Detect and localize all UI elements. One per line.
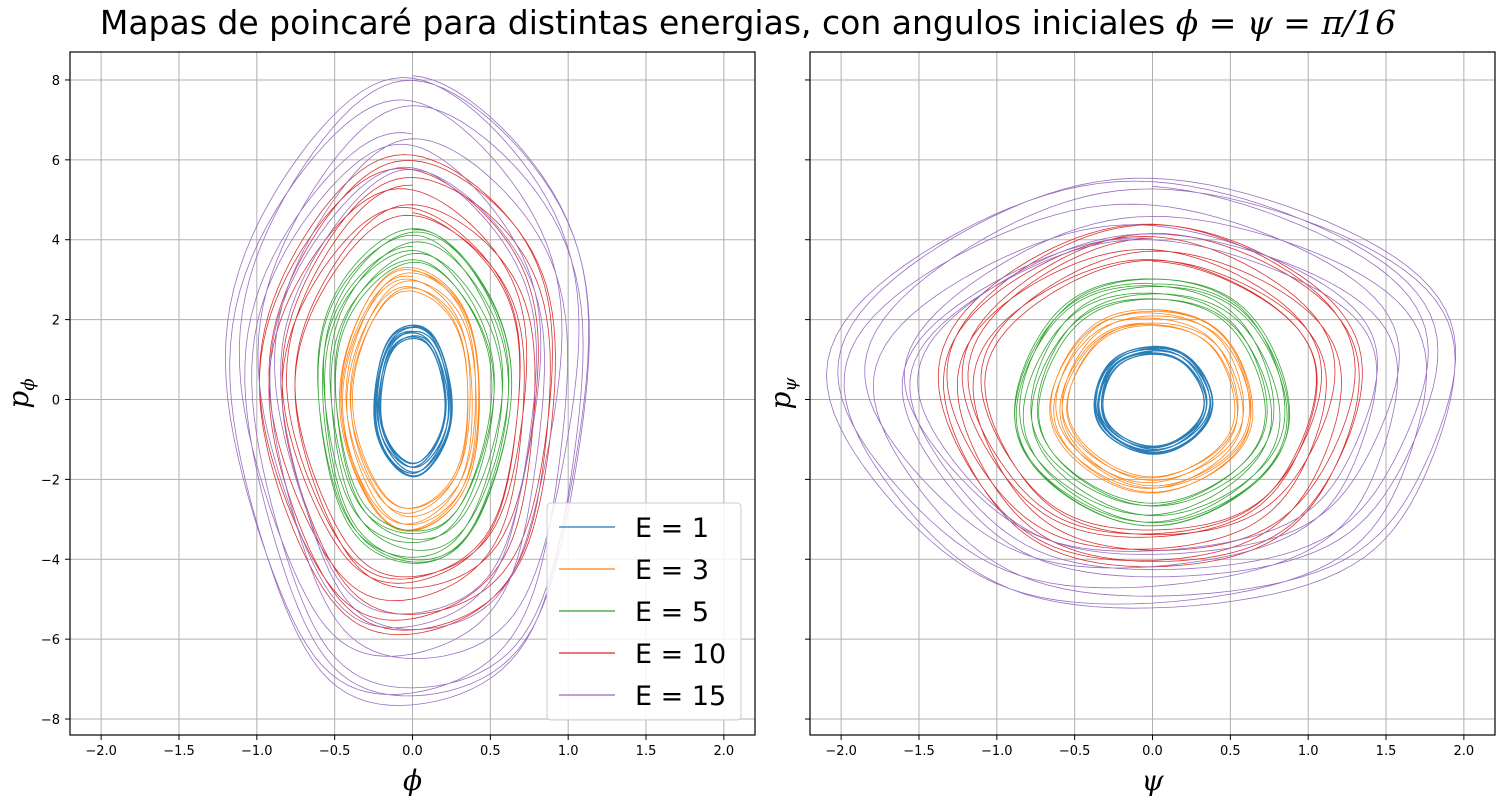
series-line-e1 xyxy=(1093,345,1214,455)
panels-layer: −2.0 −1.5 −1.0 −0.5 0.0 0.5 1.0 1.5 2.0 −8 −6 −4 −2 0… xyxy=(2,51,1496,797)
y-tick-label: 2 xyxy=(52,314,60,329)
x-tick-label: −1.5 xyxy=(163,744,195,759)
legend-entry-label: E = 15 xyxy=(635,681,726,712)
series-group xyxy=(826,177,1457,609)
x-tick-label: −2.0 xyxy=(825,744,857,759)
y-tick-label: −2 xyxy=(41,473,60,488)
series-line-e10 xyxy=(258,154,556,636)
x-tick-label: 1.0 xyxy=(1298,744,1319,759)
series-line-e5 xyxy=(1014,278,1291,527)
x-axis-label: ψ xyxy=(1142,764,1165,797)
series-line-e1 xyxy=(373,324,453,478)
x-tick-label: −1.0 xyxy=(241,744,273,759)
panel-1: −2.0 −1.5 −1.0 −0.5 0.0 0.5 1.0 1.5 2.0 −8 −6 −4 −2 0… xyxy=(2,51,756,797)
y-axis-label-sub: ψ xyxy=(780,377,801,392)
series-line-e5 xyxy=(317,228,513,564)
y-tick-label: 4 xyxy=(52,234,60,249)
series-group xyxy=(224,75,590,706)
chart-title-math: ϕ = ψ = π/16 xyxy=(1176,3,1396,42)
x-tick-label: 2.0 xyxy=(714,744,735,759)
x-tick-label: −0.5 xyxy=(319,744,351,759)
x-tick-label: 0.0 xyxy=(402,744,423,759)
series-line-e3 xyxy=(1049,309,1254,494)
y-axis-label: pϕ xyxy=(2,378,39,408)
x-tick-label: 2.0 xyxy=(1454,744,1475,759)
chart-title-text: Mapas de poincaré para distintas energia… xyxy=(100,3,1176,42)
legend-entry-label: E = 1 xyxy=(635,513,709,544)
series-line-e15 xyxy=(826,177,1457,609)
series-line-e15 xyxy=(224,75,590,706)
legend-entry-label: E = 10 xyxy=(635,639,726,670)
x-tick-label: 0.5 xyxy=(480,744,501,759)
x-tick-label: 1.5 xyxy=(636,744,657,759)
x-tick-label: −2.0 xyxy=(85,744,117,759)
legend-box xyxy=(546,502,742,721)
y-axis-label-base: p xyxy=(2,391,35,409)
y-tick-label: 8 xyxy=(52,74,60,89)
chart-title: Mapas de poincaré para distintas energia… xyxy=(100,3,1396,42)
y-tick-label: −4 xyxy=(41,553,60,568)
y-tick-label: 0 xyxy=(52,393,60,408)
y-tick-label: −6 xyxy=(41,633,60,648)
y-axis-label: pψ xyxy=(764,377,801,410)
x-tick-label: 1.5 xyxy=(1376,744,1397,759)
y-tick-label: −8 xyxy=(41,713,60,728)
x-tick-label: −1.0 xyxy=(981,744,1013,759)
x-tick-label: 0.0 xyxy=(1142,744,1163,759)
legend-entry-label: E = 5 xyxy=(635,597,709,628)
y-axis-label-base: p xyxy=(764,392,797,410)
x-tick-label: 1.0 xyxy=(558,744,579,759)
x-axis-label: ϕ xyxy=(403,764,422,797)
x-tick-label: −1.5 xyxy=(903,744,935,759)
x-tick-label: −0.5 xyxy=(1059,744,1091,759)
y-tick-label: 6 xyxy=(52,154,60,169)
series-line-e3 xyxy=(338,266,480,532)
y-axis-label-sub: ϕ xyxy=(18,378,39,390)
x-tick-label: 0.5 xyxy=(1220,744,1241,759)
legend: E = 1 E = 3 E = 5 E = 10 E = 15 xyxy=(546,502,742,721)
legend-entry-label: E = 3 xyxy=(635,555,709,586)
